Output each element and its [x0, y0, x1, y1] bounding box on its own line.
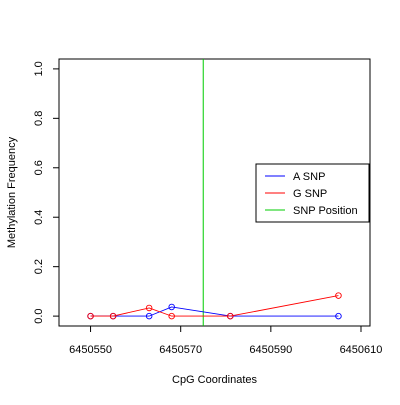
- y-tick-label: 1.0: [33, 61, 45, 76]
- g-snp-line: [90, 295, 339, 317]
- legend: A SNP G SNP SNP Position: [255, 163, 370, 223]
- g-snp-point: [227, 312, 234, 320]
- g-snp-point: [335, 292, 342, 299]
- a-snp-point: [168, 303, 175, 311]
- legend-label: G SNP: [293, 188, 327, 200]
- y-tick-label: 0.6: [33, 160, 45, 175]
- g-snp-point: [87, 312, 94, 320]
- g-snp-point: [109, 312, 117, 320]
- a-snp-point: [335, 312, 342, 320]
- x-tick-label: 6450610: [340, 344, 383, 356]
- x-axis: 6450550 6450570 6450590 6450610: [69, 326, 382, 356]
- legend-label: SNP Position: [293, 205, 358, 217]
- g-snp-point: [168, 312, 175, 320]
- y-axis-label: Methylation Frequency: [6, 136, 18, 248]
- a-snp-point: [145, 312, 153, 320]
- legend-label: A SNP: [293, 171, 325, 183]
- y-axis: 0.0 0.2 0.4 0.6 0.8 1.0: [33, 61, 59, 324]
- x-tick-label: 6450590: [249, 344, 292, 356]
- x-tick-label: 6450550: [69, 344, 112, 356]
- plot-frame: [58, 58, 371, 327]
- x-axis-label: CpG Coordinates: [172, 374, 257, 386]
- x-tick-label: 6450570: [159, 344, 202, 356]
- y-tick-label: 0.0: [33, 308, 45, 323]
- g-snp-point: [145, 304, 153, 312]
- series-group: [87, 292, 342, 320]
- y-tick-label: 0.2: [33, 259, 45, 274]
- y-tick-label: 0.4: [33, 210, 45, 225]
- y-tick-label: 0.8: [33, 111, 45, 126]
- a-snp-line: [90, 306, 339, 317]
